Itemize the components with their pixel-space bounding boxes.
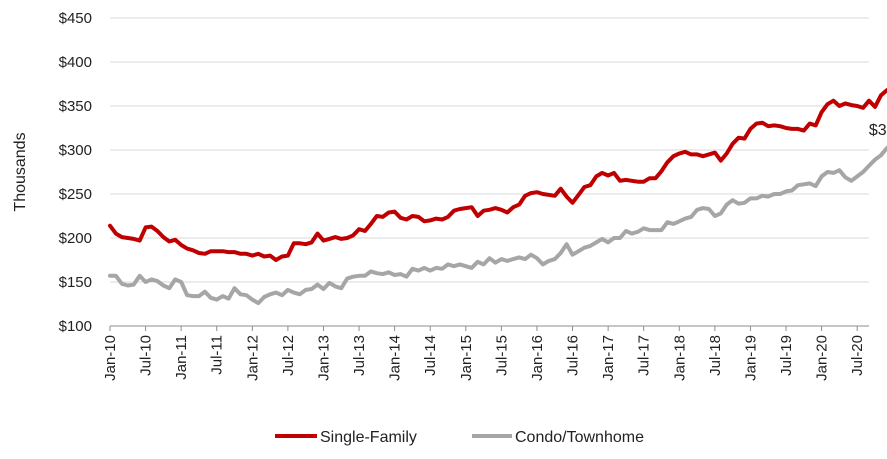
x-tick-label: Jan-16 xyxy=(529,335,546,381)
x-tick-label: Jan-10 xyxy=(102,335,119,381)
x-tick-labels: Jan-10 Jul-10 Jan-11 Jul-11 Jan-12 Jul-12 Jan-… xyxy=(102,335,866,381)
x-tick-label: Jul-12 xyxy=(280,335,297,376)
x-tick-label: Jul-14 xyxy=(422,335,439,376)
y-tick-label: $400 xyxy=(59,54,92,71)
x-tick-label: Jan-20 xyxy=(814,335,831,381)
y-tick-label: $300 xyxy=(59,142,92,159)
x-tick-label: Jul-17 xyxy=(636,335,653,376)
x-tick-label: Jan-14 xyxy=(387,335,404,381)
x-tick-label: Jul-18 xyxy=(707,335,724,376)
x-tick-label: Jul-20 xyxy=(849,335,866,376)
series-line-condo-townhome xyxy=(108,145,887,306)
series-lines xyxy=(108,88,887,306)
x-tick-label: Jan-13 xyxy=(315,335,332,381)
y-tick-label: $150 xyxy=(59,274,92,291)
y-tick-label: $250 xyxy=(59,186,92,203)
x-tick-label: Jan-15 xyxy=(458,335,475,381)
x-tick-label: Jan-12 xyxy=(244,335,261,381)
x-tick-label: Jul-15 xyxy=(493,335,510,376)
legend-label: Single-Family xyxy=(320,429,417,446)
x-tick-label: Jul-13 xyxy=(351,335,368,376)
y-tick-label: $350 xyxy=(59,98,92,115)
legend-label: Condo/Townhome xyxy=(515,429,644,446)
y-tick-label: $200 xyxy=(59,230,92,247)
x-axis xyxy=(109,325,869,331)
x-tick-label: Jul-19 xyxy=(778,335,795,376)
legend: Single-Family Condo/Townhome xyxy=(275,429,644,446)
x-tick-label: Jan-17 xyxy=(600,335,617,381)
y-gridlines xyxy=(110,17,869,283)
x-tick-label: Jan-18 xyxy=(671,335,688,381)
x-tick-label: Jan-11 xyxy=(173,335,190,380)
x-tick-label: Jan-19 xyxy=(742,335,759,381)
y-tick-labels: $100 $150 $200 $250 $300 $350 $400 $450 xyxy=(59,10,92,335)
end-value-label: $302 xyxy=(869,122,887,139)
x-tick-label: Jul-11 xyxy=(209,335,226,375)
x-tick-label: Jul-16 xyxy=(565,335,582,376)
y-axis-title: Thousands xyxy=(12,132,29,211)
series-line-single-family xyxy=(108,88,887,262)
end-labels: $415$302 xyxy=(869,122,887,139)
x-tick-label: Jul-10 xyxy=(138,335,155,376)
y-tick-label: $100 xyxy=(59,318,92,335)
y-tick-label: $450 xyxy=(59,10,92,27)
